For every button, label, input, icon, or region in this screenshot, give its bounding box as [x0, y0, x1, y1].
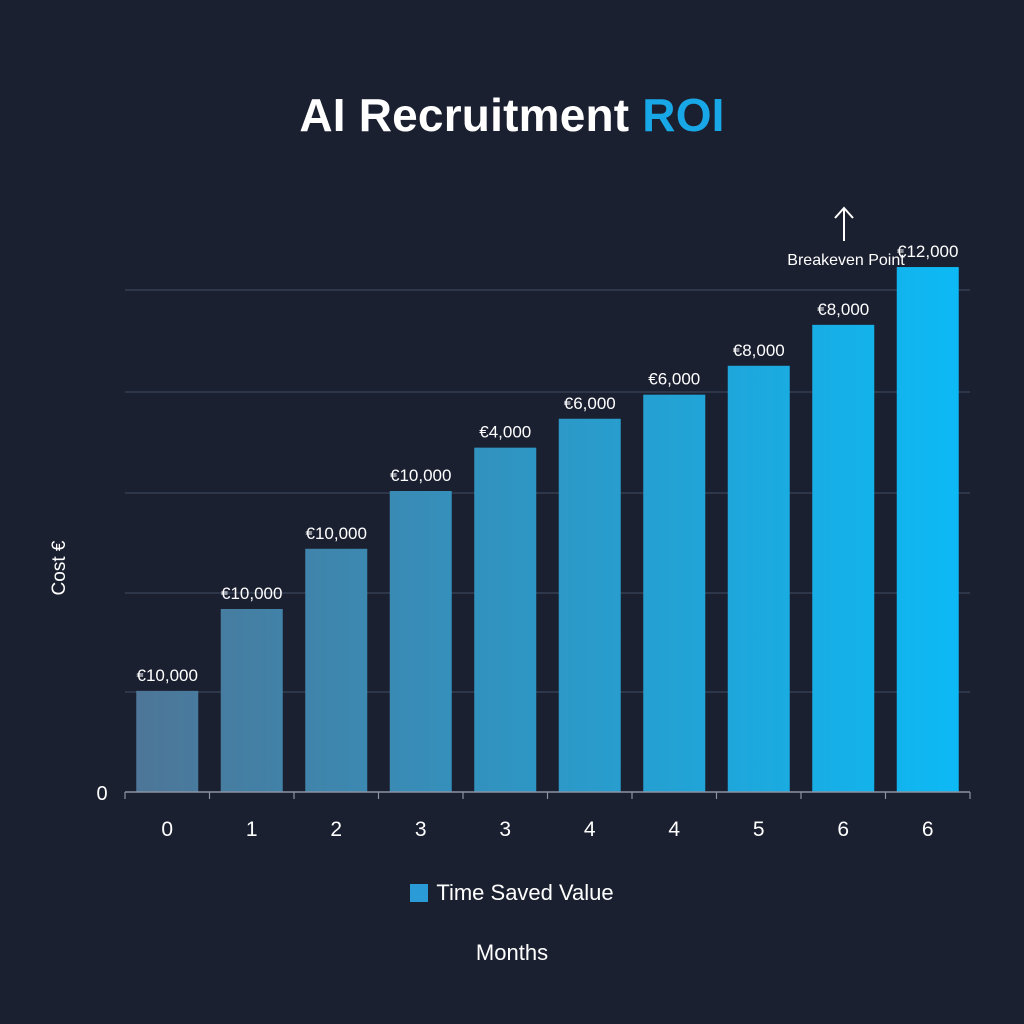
- chart-title-accent: ROI: [642, 89, 725, 141]
- x-tick-label: 3: [415, 818, 427, 841]
- x-tick-label: 4: [584, 818, 596, 841]
- bar: [474, 447, 537, 792]
- data-label: €6,000: [648, 370, 700, 389]
- data-label: €10,000: [137, 666, 198, 685]
- data-label: €8,000: [733, 341, 785, 360]
- data-label: €10,000: [306, 524, 367, 543]
- data-label: €10,000: [390, 466, 451, 485]
- x-axis-label: Months: [475, 940, 549, 965]
- x-tick-label: 4: [668, 818, 680, 841]
- x-tick-label: 2: [330, 818, 342, 841]
- x-tick-label: 0: [161, 818, 173, 841]
- legend-swatch: [410, 884, 429, 902]
- bar: [136, 690, 199, 792]
- data-label: €4,000: [479, 423, 531, 442]
- x-tick-label: 6: [922, 818, 934, 841]
- bar: [305, 548, 368, 792]
- x-tick-label: 5: [753, 818, 765, 841]
- chart-title-main: AI Recruitment: [299, 89, 630, 141]
- x-tick-label: 1: [246, 818, 258, 841]
- data-label: €10,000: [221, 584, 282, 603]
- bars: [136, 267, 959, 792]
- breakeven-annotation: Breakeven Point: [787, 252, 905, 269]
- legend-entry: Time Saved Value: [436, 880, 614, 905]
- data-label: €12,000: [897, 242, 958, 261]
- x-axis: 0 0 1 2 3 3 4 4 5 6 6: [96, 783, 971, 841]
- y-tick-label: 0: [96, 783, 107, 805]
- bar: [812, 324, 875, 792]
- data-label: €6,000: [564, 394, 616, 413]
- bar: [896, 267, 959, 792]
- legend: Time Saved Value: [0, 880, 1024, 906]
- data-label: €8,000: [817, 300, 869, 319]
- chart-title: AI Recruitment ROI: [0, 88, 1024, 142]
- x-tick-label: 3: [499, 818, 511, 841]
- bar: [643, 394, 706, 792]
- bar: [220, 608, 283, 792]
- bar: [389, 491, 452, 792]
- bar: [558, 418, 621, 792]
- up-arrow-icon: [834, 206, 854, 241]
- data-labels: €10,000 €10,000 €10,000 €10,000 €4,000 €6,000…: [137, 242, 959, 685]
- bar: [727, 365, 790, 792]
- x-tick-label: 6: [837, 818, 849, 841]
